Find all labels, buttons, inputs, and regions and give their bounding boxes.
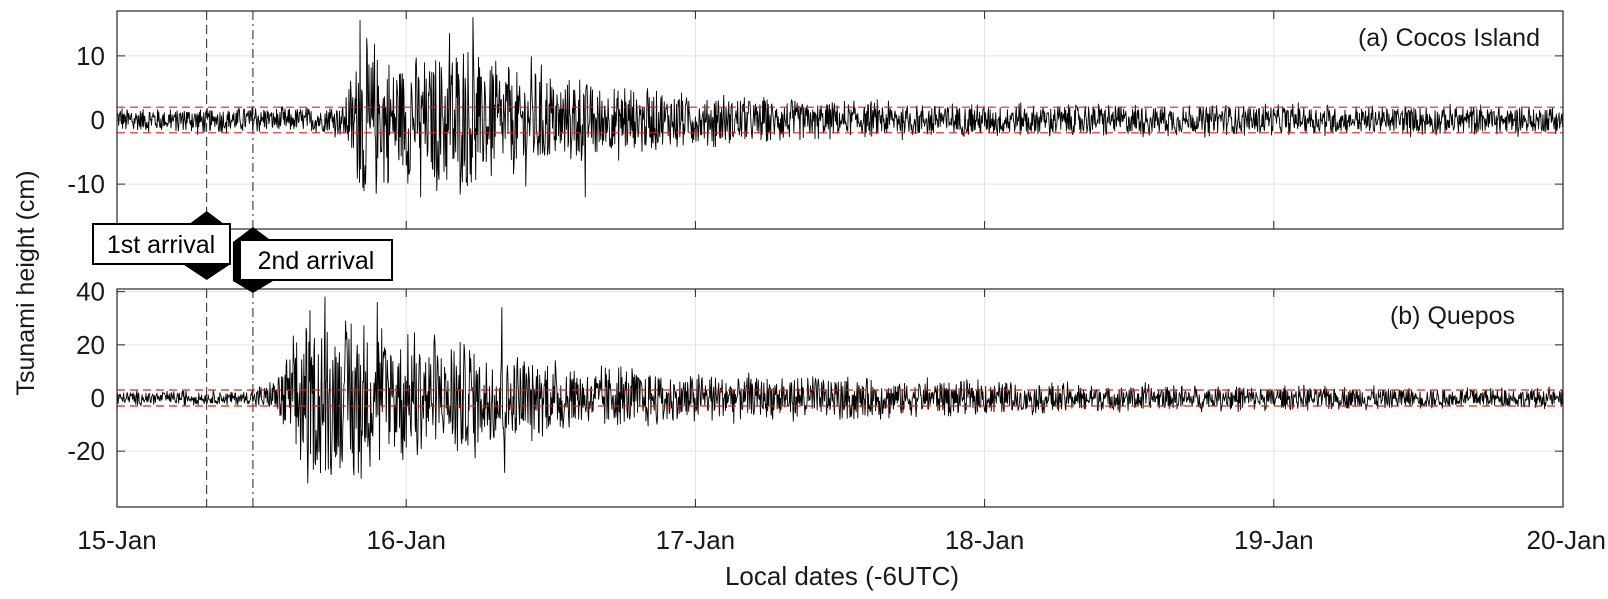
y-axis-label: Tsunami height (cm) (12, 170, 40, 395)
waveform-series (116, 296, 1564, 484)
y-tick-label: -20 (67, 436, 105, 466)
x-tick-label: 16-Jan (366, 525, 446, 555)
y-tick-label: -10 (67, 169, 105, 199)
chart-panel-b: -20 0 20 40 15-Jan 16-Jan 17-Jan 18-Jan 19-Jan 20… (67, 277, 1606, 555)
second-arrival-label: 2nd arrival (258, 247, 375, 275)
y-tick-label: 0 (91, 383, 105, 413)
y-tick-label: 10 (76, 41, 105, 71)
panel-title: (b) Quepos (1390, 302, 1515, 330)
first-arrival-label: 1st arrival (107, 231, 215, 259)
x-tick-label: 20-Jan (1527, 525, 1607, 555)
arrival-markers: 1st arrival 2nd arrival (92, 211, 393, 293)
x-tick-label: 19-Jan (1234, 525, 1314, 555)
y-tick-label: 40 (76, 277, 105, 307)
x-axis-label: Local dates (-6UTC) (725, 561, 959, 591)
chart-panel-a: -10 0 10 (a) Cocos Island (67, 10, 1564, 230)
first-arrival-box (92, 223, 231, 265)
x-tick-label: 15-Jan (77, 525, 157, 555)
x-tick-label: 17-Jan (656, 525, 736, 555)
waveform-series (116, 16, 1564, 198)
second-arrival-box (239, 239, 393, 281)
panel-title: (a) Cocos Island (1358, 24, 1540, 52)
x-tick-label: 18-Jan (945, 525, 1025, 555)
y-tick-label: 20 (76, 330, 105, 360)
y-tick-label: 0 (91, 105, 105, 135)
